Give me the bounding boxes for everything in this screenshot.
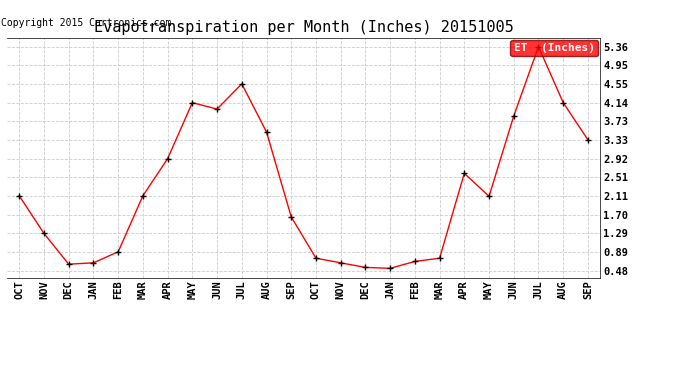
Legend: ET  (Inches): ET (Inches) bbox=[511, 40, 598, 56]
Text: Copyright 2015 Cartronics.com: Copyright 2015 Cartronics.com bbox=[1, 18, 171, 28]
Title: Evapotranspiration per Month (Inches) 20151005: Evapotranspiration per Month (Inches) 20… bbox=[94, 20, 513, 35]
